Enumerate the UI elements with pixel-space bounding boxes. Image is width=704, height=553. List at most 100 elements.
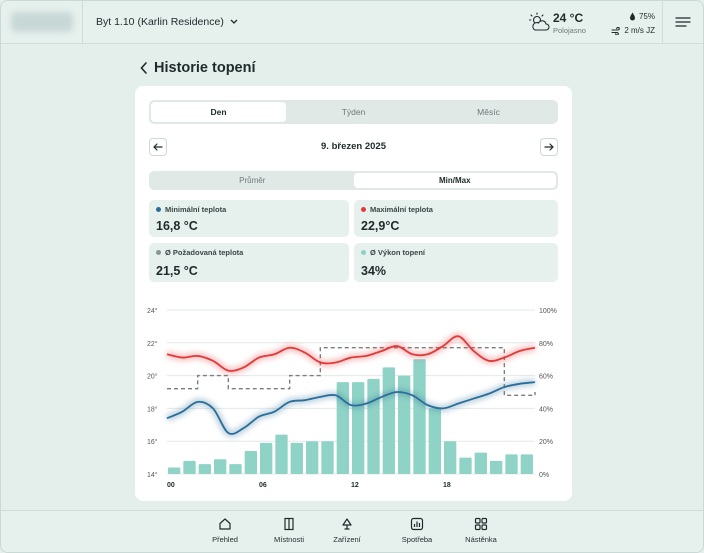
power-bar xyxy=(352,382,365,474)
tab-day[interactable]: Den xyxy=(151,102,286,122)
top-bar: Byt 1.10 (Karlin Residence) 24 °C Poloja… xyxy=(1,1,703,44)
lamp-icon xyxy=(342,518,352,530)
y-right-tick-label: 80% xyxy=(539,341,553,348)
humidity-readout: 75% xyxy=(629,12,655,21)
next-day-button[interactable] xyxy=(540,138,558,156)
menu-icon[interactable] xyxy=(675,15,691,29)
nav-consumption[interactable]: Spotřeba xyxy=(387,517,447,544)
heating-history-card: Den Týden Měsíc 9. březen 2025 Průměr Mi… xyxy=(135,86,572,501)
power-bar xyxy=(321,441,334,474)
power-bar xyxy=(490,460,503,474)
y-left-tick-label: 24° xyxy=(147,307,158,315)
chevron-down-icon xyxy=(230,19,238,24)
nav-dashboard[interactable]: Nástěnka xyxy=(451,517,511,544)
wind-readout: 2 m/s JZ xyxy=(611,26,655,35)
tab-average[interactable]: Průměr xyxy=(239,176,266,185)
stat-label: Maximální teplota xyxy=(370,205,433,214)
power-bar xyxy=(306,441,319,474)
nav-label: Zařízení xyxy=(333,535,361,544)
stat-min-temperature: Minimální teplota 16,8 °C xyxy=(149,200,349,237)
period-tabs: Den Týden Měsíc xyxy=(149,100,558,124)
humidity-value: 75% xyxy=(638,12,655,21)
dashboard-icon xyxy=(474,517,488,531)
power-bar xyxy=(290,442,303,474)
home-selector[interactable]: Byt 1.10 (Karlin Residence) xyxy=(96,16,238,28)
power-bar xyxy=(229,464,242,474)
stat-label: Ø Výkon topení xyxy=(370,248,426,257)
home-icon xyxy=(219,518,231,530)
power-bar xyxy=(398,375,411,474)
max-temperature-line xyxy=(166,335,536,372)
power-bar xyxy=(428,408,441,474)
stat-value: 16,8 °C xyxy=(156,219,198,233)
stat-target-temperature: Ø Požadovaná teplota 21,5 °C xyxy=(149,243,349,282)
droplet-icon xyxy=(629,12,635,21)
nav-overview[interactable]: Přehled xyxy=(195,517,255,544)
y-left-tick-label: 14° xyxy=(147,471,158,479)
stat-label: Minimální teplota xyxy=(165,205,227,214)
power-bar xyxy=(413,359,426,474)
previous-day-button[interactable] xyxy=(149,138,167,156)
y-right-tick-label: 0% xyxy=(539,472,549,479)
page-title: Historie topení xyxy=(154,60,256,76)
power-bar xyxy=(260,442,273,474)
stat-value: 34% xyxy=(361,264,387,278)
power-dot-icon xyxy=(361,250,366,255)
weather-condition: Polojasno xyxy=(553,26,586,35)
tab-week[interactable]: Týden xyxy=(341,107,366,117)
power-bar xyxy=(244,451,257,474)
partly-sunny-icon xyxy=(528,12,550,31)
mode-tabs: Průměr Min/Max xyxy=(149,171,558,190)
date-navigator: 9. březen 2025 xyxy=(149,138,558,156)
nav-rooms[interactable]: Místnosti xyxy=(259,517,319,544)
wind-value: 2 m/s JZ xyxy=(624,26,655,35)
power-bar xyxy=(183,460,196,474)
y-left-tick-label: 22° xyxy=(147,340,158,348)
stat-value: 22,9°C xyxy=(361,219,400,233)
door-icon xyxy=(284,517,294,531)
x-tick-label: 06 xyxy=(259,482,267,489)
power-bar xyxy=(275,434,288,474)
temperature-line-glow xyxy=(166,333,536,374)
power-bar xyxy=(198,464,211,474)
target-dot-icon xyxy=(156,250,161,255)
tab-min-max[interactable]: Min/Max xyxy=(353,173,556,188)
nav-label: Místnosti xyxy=(273,535,304,544)
min-temperature-line xyxy=(166,381,536,435)
y-right-tick-label: 20% xyxy=(539,439,553,446)
back-arrow-icon[interactable] xyxy=(139,61,149,75)
chart-icon xyxy=(410,517,424,531)
stat-value: 21,5 °C xyxy=(156,264,198,278)
arrow-left-icon xyxy=(153,143,163,151)
max-dot-icon xyxy=(361,207,366,212)
y-left-tick-label: 18° xyxy=(147,405,158,413)
power-bar xyxy=(459,457,472,474)
power-bar xyxy=(367,378,380,474)
stat-max-temperature: Maximální teplota 22,9°C xyxy=(354,200,558,237)
nav-label: Přehled xyxy=(212,535,238,544)
power-bar xyxy=(168,467,181,474)
divider xyxy=(662,1,663,44)
divider xyxy=(82,1,83,44)
power-bar xyxy=(214,459,227,474)
heating-chart: 14° 16° 18° 20° 22° 24° 0% 20% 40% 60% 80% 100% 00 06… xyxy=(147,307,557,489)
nav-label: Spotřeba xyxy=(401,535,433,544)
brand-logo[interactable] xyxy=(11,12,73,32)
y-right-tick-label: 60% xyxy=(539,374,553,381)
nav-devices[interactable]: Zařízení xyxy=(317,517,377,544)
current-date: 9. březen 2025 xyxy=(321,141,386,152)
x-tick-label: 00 xyxy=(167,482,175,489)
tab-month[interactable]: Měsíc xyxy=(477,107,500,117)
y-right-tick-label: 100% xyxy=(539,308,557,315)
x-tick-label: 18 xyxy=(443,482,451,489)
stat-label: Ø Požadovaná teplota xyxy=(165,248,244,257)
min-dot-icon xyxy=(156,207,161,212)
wind-icon xyxy=(611,26,621,35)
arrow-right-icon xyxy=(544,143,554,151)
power-bar xyxy=(505,454,518,474)
bottom-navigation: Přehled Místnosti Zařízení Spotřeba Nást… xyxy=(1,510,703,552)
power-bar xyxy=(520,454,533,474)
nav-label: Nástěnka xyxy=(465,535,497,544)
y-right-tick-label: 40% xyxy=(539,406,553,413)
x-tick-label: 12 xyxy=(351,482,359,489)
